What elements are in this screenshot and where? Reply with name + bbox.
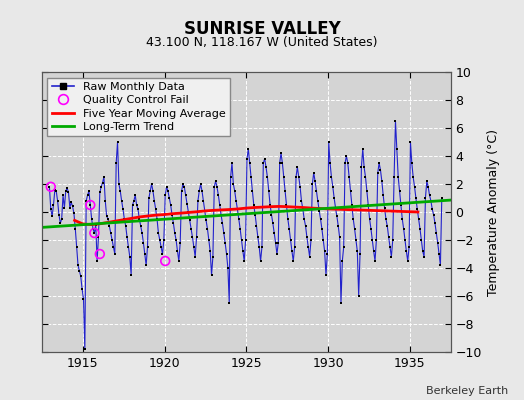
Point	[161, 258, 169, 264]
Point	[96, 251, 104, 257]
Text: Berkeley Earth: Berkeley Earth	[426, 386, 508, 396]
Point	[47, 184, 55, 190]
Text: SUNRISE VALLEY: SUNRISE VALLEY	[183, 20, 341, 38]
Text: 43.100 N, 118.167 W (United States): 43.100 N, 118.167 W (United States)	[146, 36, 378, 49]
Legend: Raw Monthly Data, Quality Control Fail, Five Year Moving Average, Long-Term Tren: Raw Monthly Data, Quality Control Fail, …	[48, 78, 230, 136]
Y-axis label: Temperature Anomaly (°C): Temperature Anomaly (°C)	[487, 128, 500, 296]
Point	[86, 202, 94, 208]
Point	[90, 230, 99, 236]
